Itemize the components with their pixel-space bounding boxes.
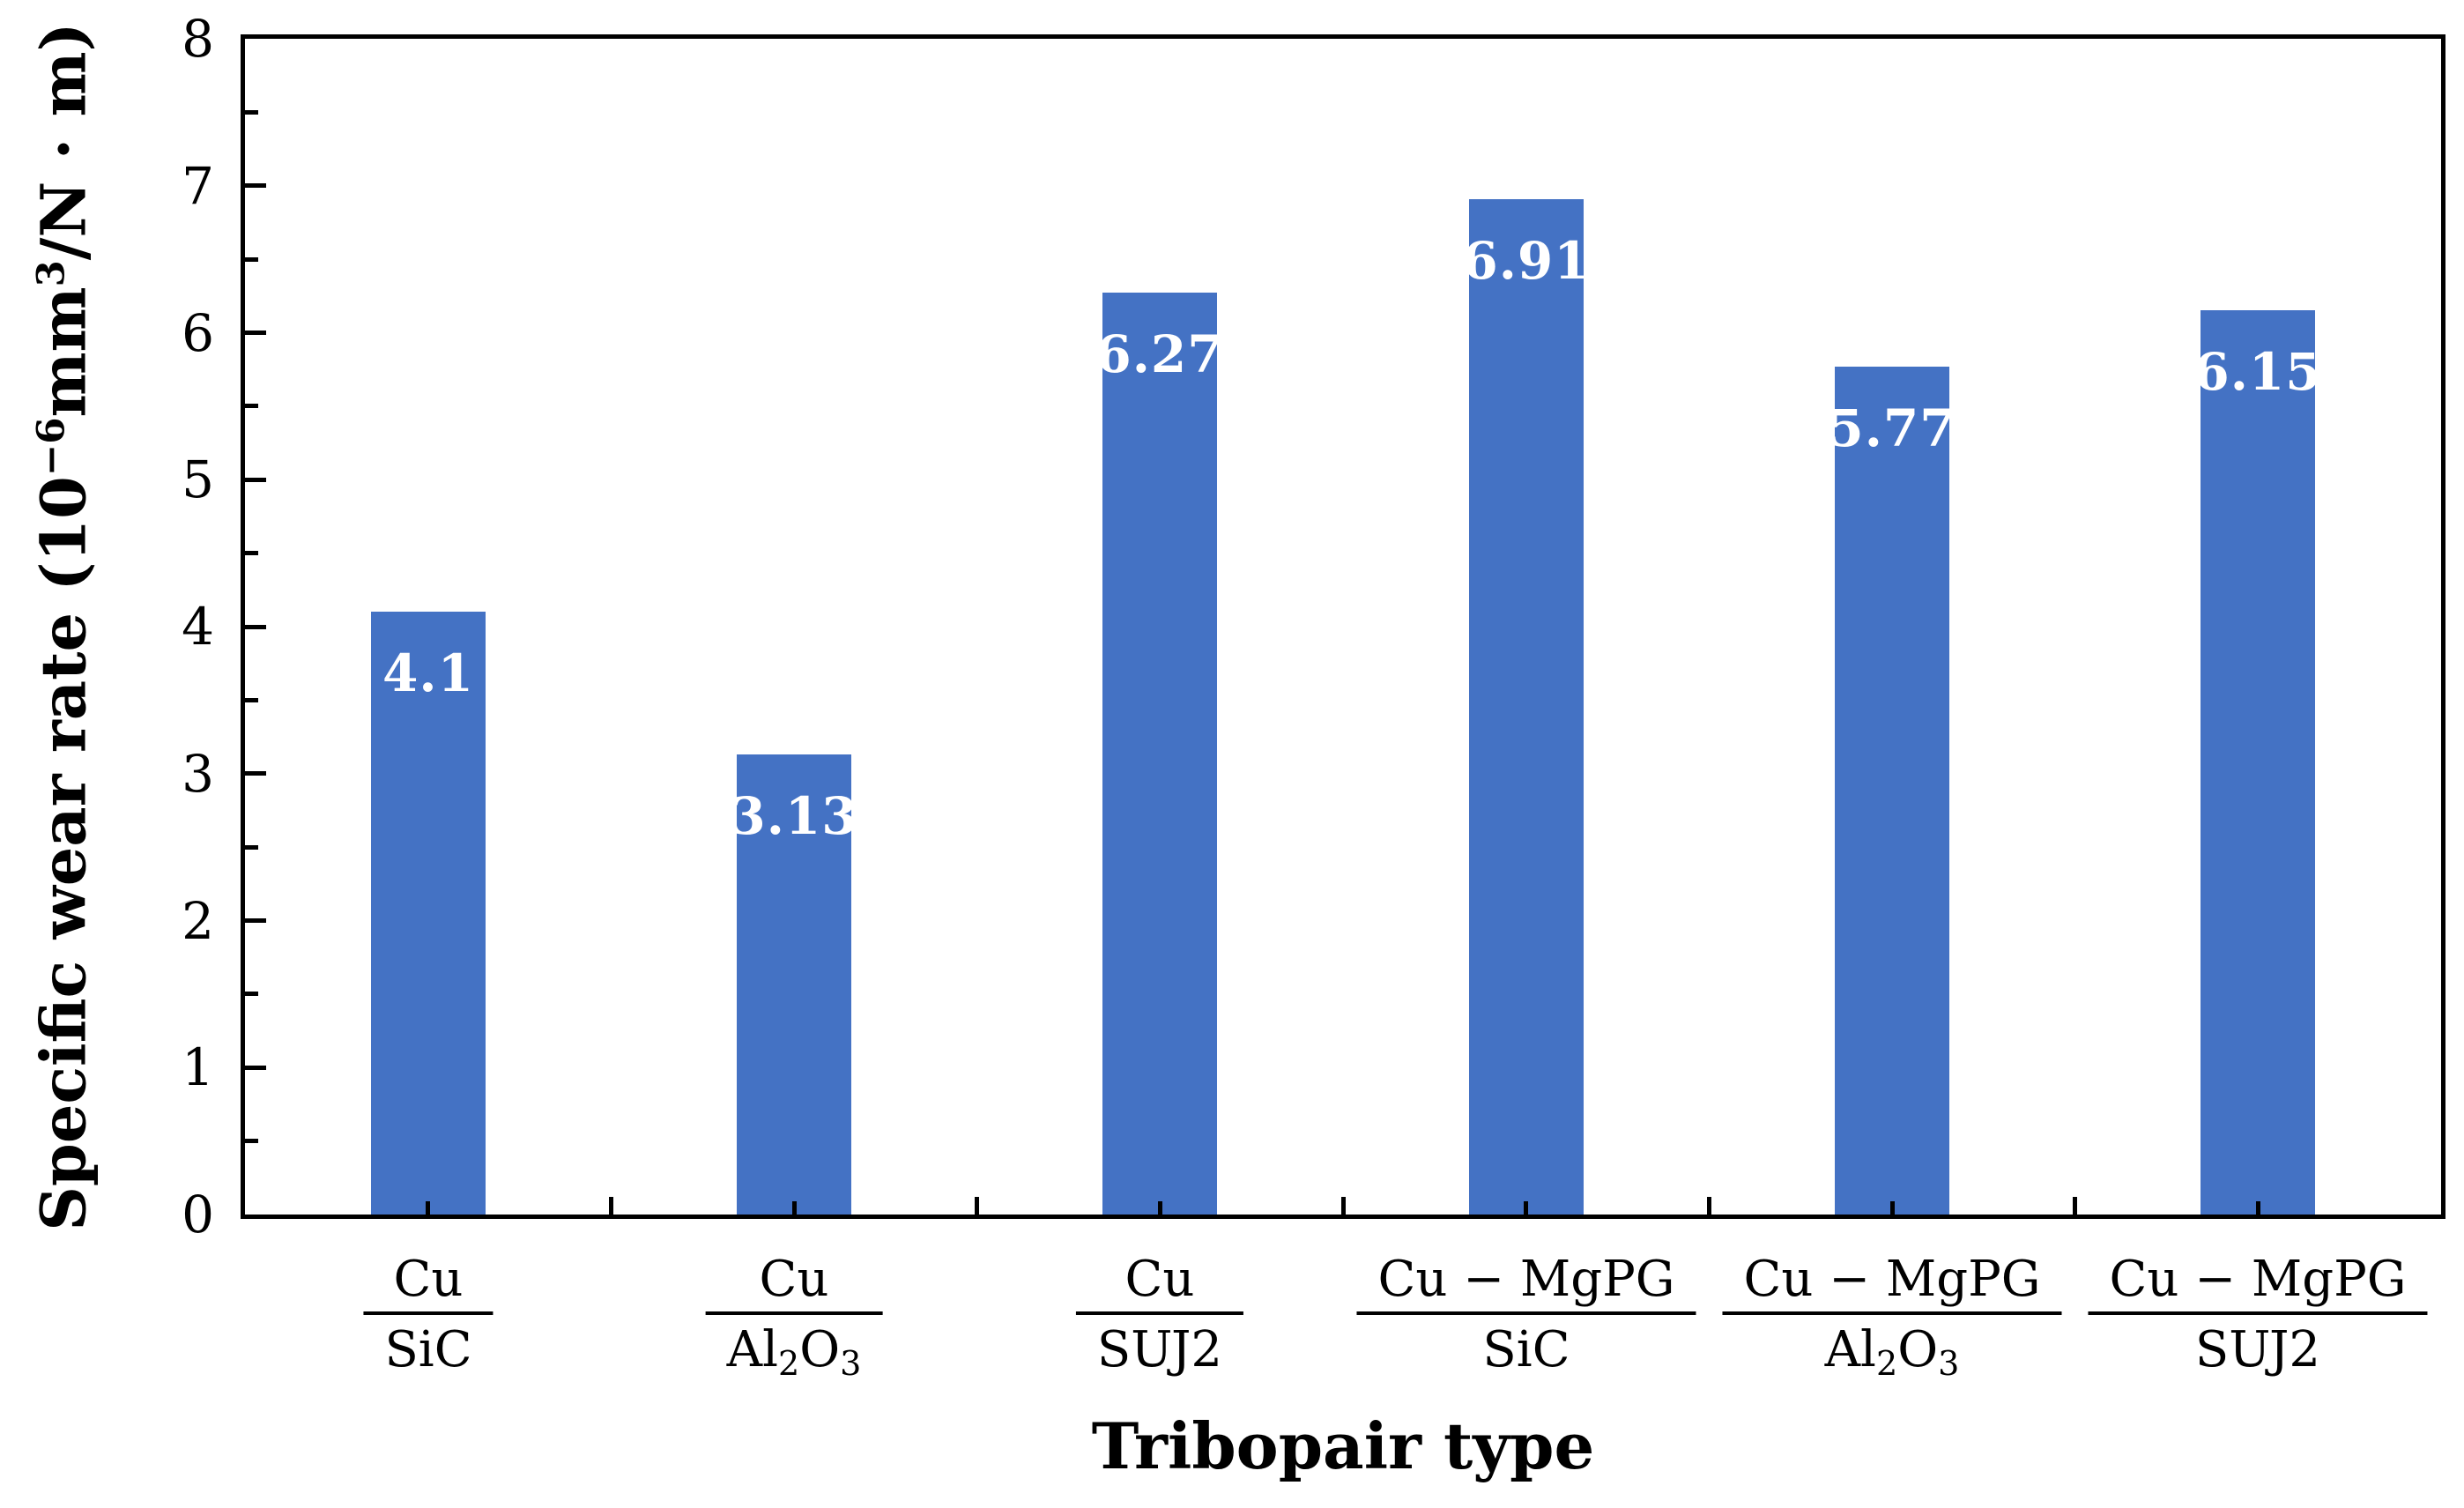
y-axis-minor-tick <box>245 845 258 850</box>
fraction-denominator: SUJ2 <box>1076 1315 1243 1378</box>
bar-value-label: 3.13 <box>730 786 858 846</box>
fraction-denominator: SUJ2 <box>2174 1315 2342 1378</box>
fraction-line <box>1356 1311 1696 1316</box>
x-axis-minor-tick <box>1158 1201 1162 1215</box>
bar-value-label: 5.77 <box>1828 398 1956 458</box>
fraction-line <box>1075 1311 1244 1316</box>
bar <box>1835 367 1949 1215</box>
plot-area: 4.1 3.13 6.27 6.91 5.77 6.15 <box>241 34 2445 1219</box>
fraction-denominator: SiC <box>363 1315 493 1378</box>
text-segment: SiC <box>1482 1321 1570 1379</box>
y-axis-major-tick <box>245 625 266 629</box>
x-axis-major-tick <box>1341 1197 1346 1215</box>
bar-value-label: 6.27 <box>1095 324 1224 384</box>
y-axis-major-tick <box>245 1066 266 1070</box>
y-axis-minor-tick <box>245 404 258 408</box>
fraction-denominator: Al2O3 <box>1804 1315 1981 1383</box>
text-segment: SUJ2 <box>1096 1321 1223 1379</box>
y-axis-minor-tick <box>245 1139 258 1143</box>
y-axis-major-tick <box>245 771 266 776</box>
superscript: 3 <box>28 260 74 287</box>
y-axis-tick-label: 7 <box>182 156 214 216</box>
x-category-label: Cu Al2O3 <box>705 1251 883 1383</box>
y-axis-minor-tick <box>245 698 258 702</box>
x-category-label: Cu SiC <box>363 1251 494 1379</box>
y-axis-minor-tick <box>245 551 258 555</box>
text-segment: SUJ2 <box>2194 1321 2321 1379</box>
x-axis-major-tick <box>1707 1197 1711 1215</box>
y-axis-tick-label: 3 <box>182 744 214 804</box>
x-axis-minor-tick <box>2256 1201 2260 1215</box>
subscript: 3 <box>840 1343 862 1383</box>
y-axis-major-tick <box>245 918 266 923</box>
x-category-label: Cu − MgPG SUJ2 <box>2088 1251 2428 1379</box>
fraction-numerator: Cu <box>759 1251 829 1308</box>
fraction-line <box>705 1311 883 1316</box>
bar-value-label: 6.91 <box>1462 231 1591 291</box>
fraction-numerator: Cu − MgPG <box>1377 1251 1675 1308</box>
x-axis-major-tick <box>975 1197 979 1215</box>
x-axis-minor-tick <box>426 1201 430 1215</box>
text-segment: O <box>799 1321 841 1379</box>
y-axis-major-tick <box>245 478 266 482</box>
x-axis-major-tick <box>2073 1197 2077 1215</box>
bar <box>371 612 486 1215</box>
y-axis-tick-label: 4 <box>182 597 214 657</box>
bar <box>1102 293 1217 1215</box>
x-axis-minor-tick <box>1890 1201 1895 1215</box>
x-category-label: Cu − MgPG Al2O3 <box>1722 1251 2062 1383</box>
text-segment: Specific wear rate (10 <box>26 476 100 1231</box>
fraction-denominator: SiC <box>1461 1315 1591 1378</box>
bar-value-label: 4.1 <box>382 643 474 703</box>
bar <box>1469 199 1584 1215</box>
bar <box>2201 310 2315 1215</box>
fraction-denominator: Al2O3 <box>706 1315 883 1383</box>
fraction-numerator: Cu <box>1124 1251 1195 1308</box>
y-axis-major-tick <box>245 331 266 335</box>
text-segment: O <box>1897 1321 1939 1379</box>
x-category-label: Cu − MgPG SiC <box>1356 1251 1696 1379</box>
fraction-numerator: Cu − MgPG <box>2109 1251 2407 1308</box>
y-axis-minor-tick <box>245 110 258 115</box>
x-axis-minor-tick <box>1524 1201 1528 1215</box>
fraction-numerator: Cu <box>393 1251 464 1308</box>
text-segment: Al <box>1824 1321 1876 1379</box>
x-axis-minor-tick <box>792 1201 797 1215</box>
y-axis-tick-label: 6 <box>182 303 214 363</box>
y-axis-tick-label: 8 <box>182 9 214 69</box>
y-axis-tick-label: 1 <box>182 1037 214 1097</box>
x-axis-title: Tribopair type <box>1091 1408 1595 1483</box>
x-axis-major-tick <box>609 1197 613 1215</box>
fraction-line <box>1722 1311 2062 1316</box>
subscript: 2 <box>1875 1343 1898 1383</box>
text-segment: Al <box>726 1321 778 1379</box>
fraction-numerator: Cu − MgPG <box>1743 1251 2041 1308</box>
y-axis-minor-tick <box>245 992 258 996</box>
y-axis-tick-label: 5 <box>182 449 214 509</box>
fraction-line <box>2088 1311 2428 1316</box>
fraction-line <box>363 1311 494 1316</box>
text-segment: SiC <box>384 1321 472 1379</box>
bar-value-label: 6.15 <box>2193 342 2322 402</box>
y-axis-minor-tick <box>245 257 258 262</box>
y-axis-major-tick <box>245 183 266 188</box>
bar <box>737 754 851 1215</box>
x-category-label: Cu SUJ2 <box>1075 1251 1244 1379</box>
y-axis-tick-label: 2 <box>182 891 214 951</box>
y-axis-tick-label: 0 <box>182 1185 214 1244</box>
subscript: 2 <box>777 1343 800 1383</box>
subscript: 3 <box>1938 1343 1960 1383</box>
